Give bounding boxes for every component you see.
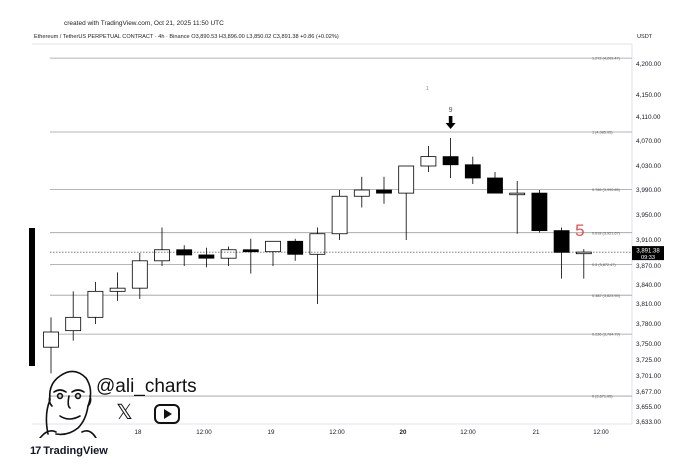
last-price-label: 3,891.38 [636,249,660,255]
candle-body[interactable] [65,316,82,332]
sell-signal-arrow-icon [445,116,456,129]
fib-level-label: 0.236 (3,764.79) [592,333,621,337]
symbol-description: Ethereum / TetherUS PERPETUAL CONTRACT ·… [34,34,190,40]
candle-body[interactable] [309,233,326,255]
candle-body[interactable] [398,165,415,194]
price-tick-label: 4,110.00 [636,114,661,121]
candle-body[interactable] [154,249,170,262]
time-tick-label: 21 [533,429,540,436]
time-tick-label: 20 [400,429,407,436]
tradingview-logo-text: TradingView [43,445,108,457]
candle-body[interactable] [509,192,526,196]
last-price-tag [632,246,664,261]
candle-body[interactable] [265,240,281,253]
symbol-info-line: Ethereum / TetherUS PERPETUAL CONTRACT ·… [34,34,339,40]
td-count-one: 1 [426,86,429,92]
ohlc-close: C3,891.38 [272,34,299,40]
time-tick-label: 19 [268,429,275,436]
price-tick-label: 3,840.00 [636,282,661,289]
price-tick-label: 3,633.00 [636,419,661,426]
candle-body[interactable] [575,251,592,255]
author-handle: @ali_charts [96,376,197,397]
candle-body[interactable] [131,260,148,289]
currency-label: USDT [637,34,653,40]
price-tick-label: 4,030.00 [636,163,661,170]
price-change: +0.86 (+0.02%) [300,34,339,40]
candle-body[interactable] [87,290,104,318]
price-tick-label: 3,750.00 [636,341,661,348]
price-tick-label: 3,810.00 [636,301,661,308]
time-tick-label: 12:00 [593,429,609,436]
fib-level-label: 0 (3,671.05) [592,395,613,399]
time-tick-label: 12:00 [196,429,212,436]
time-tick-label: 12:00 [329,429,345,436]
price-tick-label: 3,780.00 [636,321,661,328]
candle-body[interactable] [376,189,392,194]
candle-body[interactable] [442,156,459,166]
candle-body[interactable] [464,164,481,179]
price-tick-label: 4,150.00 [636,92,661,99]
avatar [39,370,97,438]
candle-body[interactable] [198,254,215,259]
price-tick-label: 3,950.00 [636,212,661,219]
price-tick-label: 3,910.00 [636,237,661,244]
candle-body[interactable] [109,287,126,292]
candle-body[interactable] [353,189,370,197]
fib-level-label: 0.786 (3,990.65) [592,188,621,192]
youtube-icon [154,404,180,424]
fib-level-label: 0.382 (3,823.95) [592,294,621,298]
tradingview-mark-icon: 17 [30,445,41,457]
time-tick-label: 18 [135,429,142,436]
ohlc-low: L3,850.02 [246,34,272,40]
fib-level-label: 1 (4,085.05) [592,131,613,135]
td-count-nine: 9 [449,107,453,114]
price-tick-label: 4,070.00 [636,138,661,145]
created-with-caption: created with TradingView.com, Oct 21, 20… [64,20,224,27]
candle-body[interactable] [331,195,348,235]
price-tick-label: 3,990.00 [636,187,661,194]
price-tick-label: 4,200.00 [636,61,661,68]
candle-body[interactable] [220,249,237,259]
candle-body[interactable] [287,240,304,255]
bar-countdown-label: 09:33 [641,255,655,261]
candle-body[interactable] [487,177,503,194]
candle-body[interactable] [531,192,548,232]
left-edge-marker [29,228,35,366]
candle-body[interactable] [242,249,259,253]
x-icon: 𝕏 [116,401,133,424]
price-tick-label: 3,677.00 [636,389,661,396]
candle-body[interactable] [43,331,59,348]
fib-level-label: 0.618 (3,921.67) [592,231,621,235]
price-tick-label: 3,725.00 [636,357,661,364]
price-tick-label: 3,870.00 [636,263,661,270]
price-tick-label: 3,701.00 [636,373,661,380]
fib-level-label: 0.5 (3,872.47) [592,263,616,267]
time-tick-label: 12:00 [460,429,476,436]
price-tick-label: 3,655.00 [636,404,661,411]
ohlc-high: H3,896.00 [218,34,245,40]
tradingview-logo[interactable]: 17 TradingView [30,445,108,457]
candle-body[interactable] [553,230,570,253]
td-count-five: 5 [575,221,584,240]
fib-level-label: 1.272 (4,209.47) [592,57,621,61]
ohlc-open: O3,890.53 [191,34,218,40]
candle-body[interactable] [420,156,437,167]
